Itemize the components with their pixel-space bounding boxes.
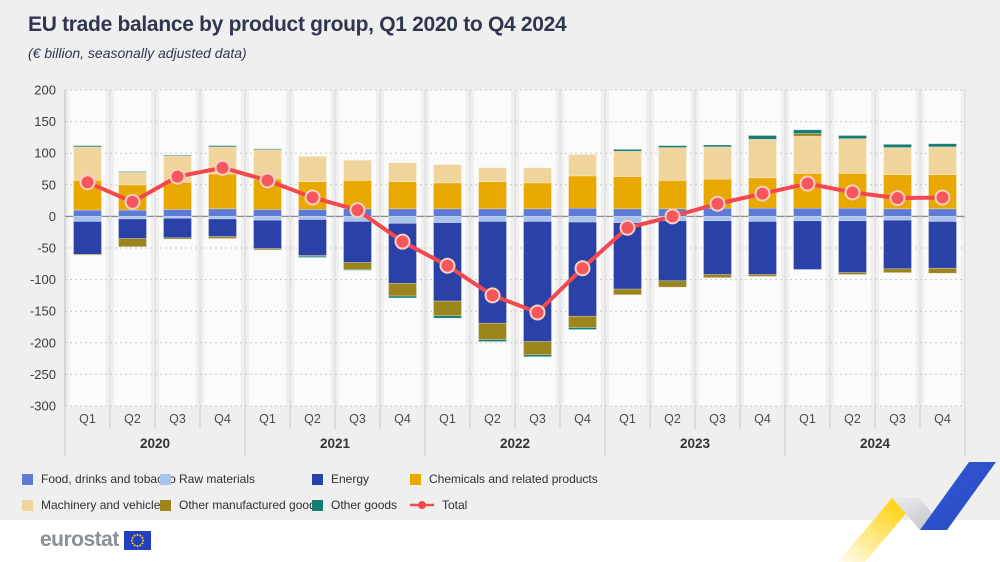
svg-text:-50: -50 [37,241,56,256]
svg-text:Q2: Q2 [664,412,681,426]
stacked-bars [73,129,957,358]
legend-swatch [312,473,323,485]
legend-swatch [22,473,33,485]
legend-label: Food, drinks and tobacco [41,472,176,486]
svg-text:Q3: Q3 [349,412,366,426]
legend-item-energy: Energy [312,472,410,486]
legend-total-line-icon [410,501,434,509]
decorative-ribbon-graphic [838,462,996,562]
svg-text:Q4: Q4 [394,412,411,426]
svg-text:Q2: Q2 [484,412,501,426]
legend-label: Energy [331,472,370,486]
eurostat-logo: eurostat [40,528,151,552]
legend-label: Other manufactured goods [179,498,322,512]
svg-text:150: 150 [34,114,56,129]
legend-label: Machinery and vehicles [41,498,167,512]
svg-text:Q3: Q3 [889,412,906,426]
svg-text:Q3: Q3 [169,412,186,426]
svg-text:Q1: Q1 [259,412,276,426]
svg-text:Q4: Q4 [934,412,951,426]
legend-swatch [312,499,323,511]
svg-text:Q4: Q4 [574,412,591,426]
page-subtitle: (€ billion, seasonally adjusted data) [28,45,247,61]
svg-text:0: 0 [49,209,56,224]
legend-item-food-drinks-and-tobacco: Food, drinks and tobacco [22,472,176,486]
footer: eurostat [0,520,1000,562]
legend-item-other-goods: Other goods [312,498,410,512]
svg-text:-250: -250 [30,367,56,382]
svg-text:-200: -200 [30,335,56,350]
svg-text:2023: 2023 [680,436,711,451]
legend-label: Chemicals and related products [429,472,598,486]
svg-text:Q3: Q3 [529,412,546,426]
legend-swatch [160,473,171,485]
svg-text:50: 50 [42,177,56,192]
eu-flag-icon [123,530,151,550]
legend-swatch [160,499,171,511]
svg-text:100: 100 [34,146,56,161]
legend-item-total: Total [410,498,598,512]
y-axis-labels: 200 150 100 50 0 -50 -100 -150 -200 -250 -300 [30,83,56,414]
svg-text:-100: -100 [30,272,56,287]
legend-label: Other goods [331,498,398,512]
svg-text:-150: -150 [30,304,56,319]
svg-text:Q1: Q1 [439,412,456,426]
svg-text:Q1: Q1 [619,412,636,426]
year-labels: 2020 2021 2022 2023 2024 [140,436,891,451]
legend-item-other-manufactured-goods: Other manufactured goods [160,498,322,512]
chart-legend: Food, drinks and tobacco Raw materials Ene… [22,466,598,518]
legend-item-machinery-and-vehicles: Machinery and vehicles [22,498,166,512]
svg-text:Q4: Q4 [754,412,771,426]
legend-label: Total [442,498,468,512]
svg-text:2024: 2024 [860,436,891,451]
svg-text:Q2: Q2 [304,412,321,426]
svg-text:Q4: Q4 [214,412,231,426]
eurostat-logo-text: eurostat [40,528,119,551]
svg-text:200: 200 [34,83,56,98]
total-markers [79,159,951,321]
legend-item-chemicals-and-related-products: Chemicals and related products [410,472,598,486]
x-gridlines [64,90,966,456]
legend-label: Raw materials [179,472,256,486]
svg-text:2020: 2020 [140,436,170,451]
page-title: EU trade balance by product group, Q1 20… [28,13,567,36]
svg-text:Q2: Q2 [124,412,141,426]
svg-text:2022: 2022 [500,436,530,451]
legend-item-raw-materials: Raw materials [160,472,312,486]
svg-text:2021: 2021 [320,436,351,451]
svg-text:Q3: Q3 [709,412,726,426]
svg-text:Q1: Q1 [799,412,816,426]
svg-text:Q2: Q2 [844,412,861,426]
quarter-labels: Q1 Q2 Q3 Q4 Q1 Q2 Q3 Q4 Q1 Q2 Q3 Q4 Q1 Q2 Q3 Q4 Q1 Q2 Q3 Q4 [79,412,951,426]
svg-text:-300: -300 [30,399,56,414]
legend-swatch [410,473,421,485]
legend-swatch [22,499,33,511]
svg-text:Q1: Q1 [79,412,96,426]
